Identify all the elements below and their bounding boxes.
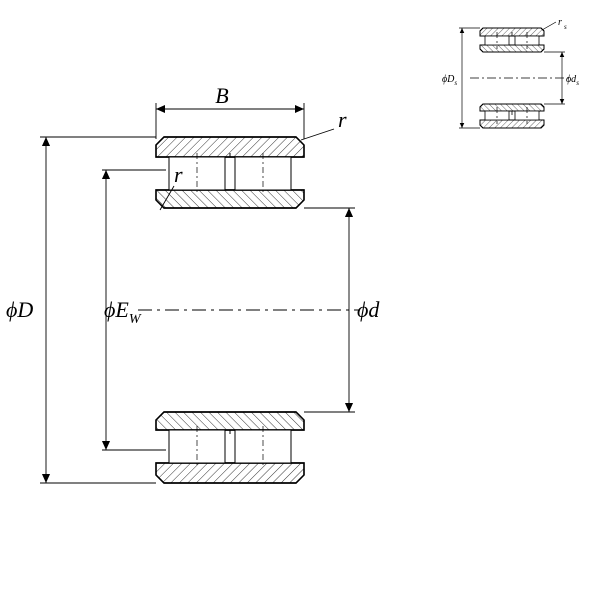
label-r-top: r xyxy=(338,107,347,132)
bearing-diagram: BrrϕDϕEWϕdrsϕDsϕds xyxy=(0,0,600,600)
inset-section: rs ϕDs ϕds xyxy=(442,17,579,128)
inset-label-r: r xyxy=(558,17,562,28)
label-B: B xyxy=(215,83,228,108)
main-section: Br r ϕD ϕEW ϕd xyxy=(6,83,380,483)
inset-label-phiD: ϕDs xyxy=(442,74,457,87)
label-r-left: r xyxy=(174,162,183,187)
label-phid: ϕd xyxy=(357,297,380,322)
label-phiD: ϕD xyxy=(6,297,33,322)
inset-label-phid: ϕds xyxy=(566,74,579,87)
label-phiEw: ϕEW xyxy=(104,297,142,327)
svg-text:s: s xyxy=(564,23,567,31)
